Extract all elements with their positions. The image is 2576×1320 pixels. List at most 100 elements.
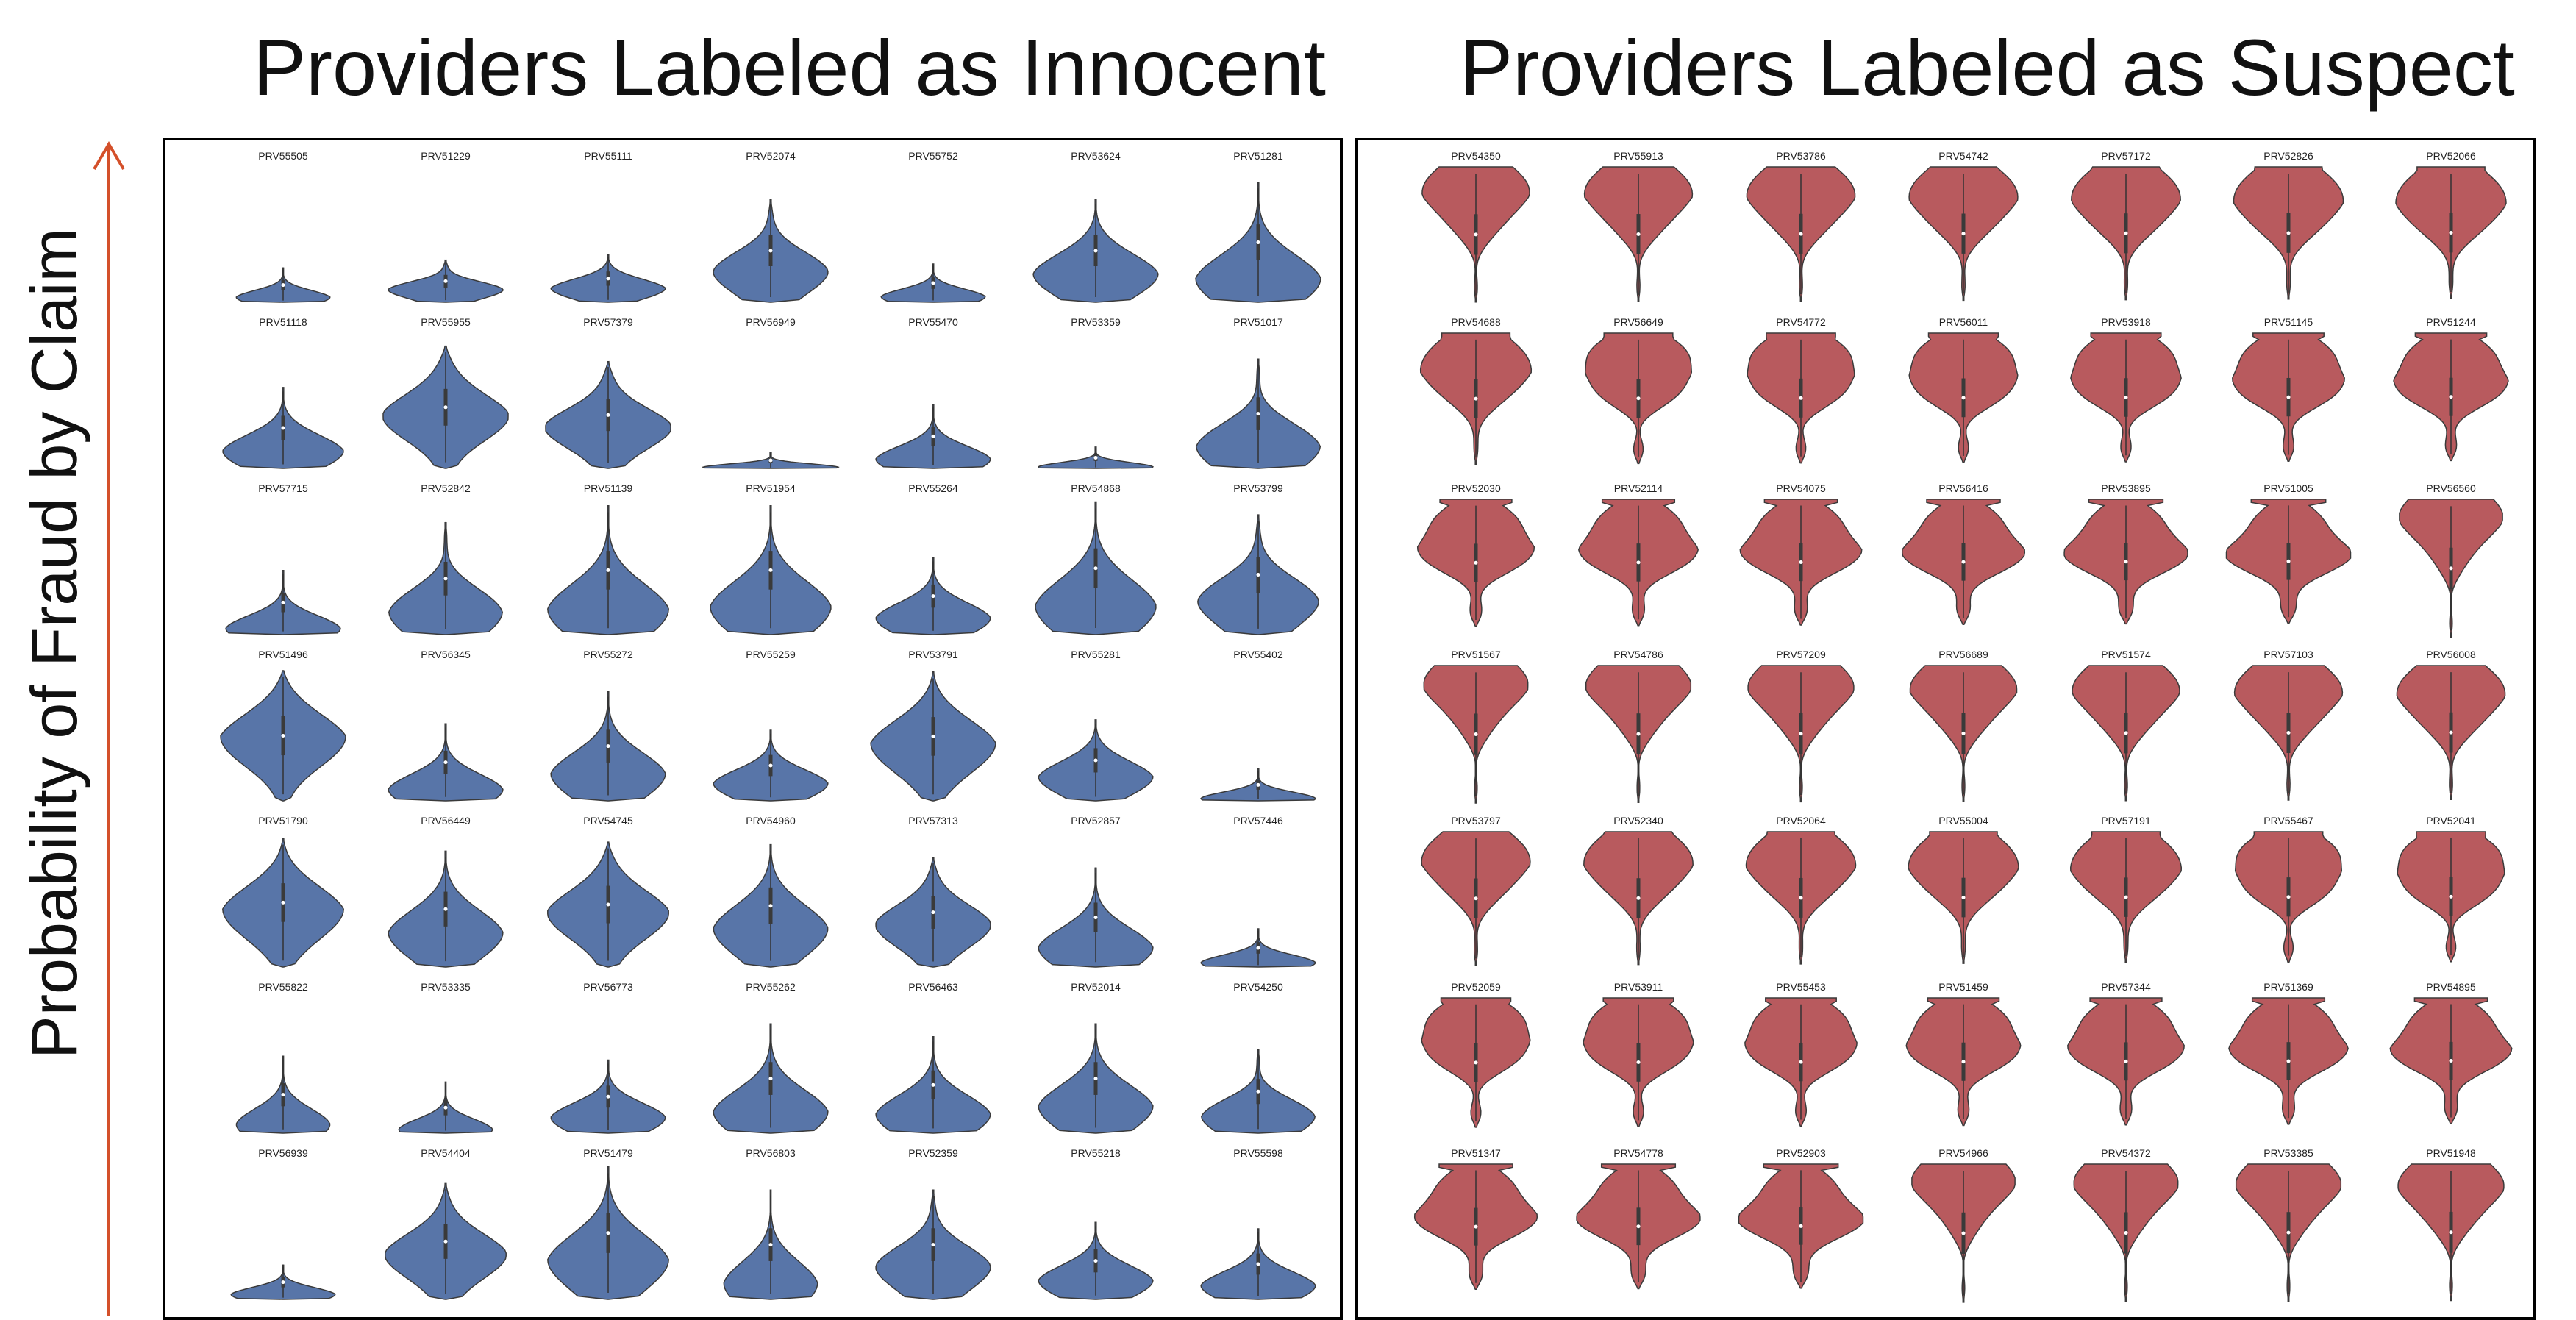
provider-label: PRV51954 xyxy=(746,482,796,494)
violin-median-dot xyxy=(931,734,935,738)
provider-label: PRV52857 xyxy=(1071,815,1121,827)
provider-label: PRV56689 xyxy=(1938,649,1988,660)
violin-median-dot xyxy=(1093,249,1098,253)
violin-median-dot xyxy=(2286,559,2291,563)
violin-median-dot xyxy=(2286,1230,2291,1235)
provider-label: PRV55822 xyxy=(258,981,308,993)
provider-label: PRV54786 xyxy=(1613,649,1663,660)
provider-label: PRV54742 xyxy=(1938,150,1988,162)
provider-label: PRV53797 xyxy=(1451,815,1501,827)
violin-median-dot xyxy=(1256,412,1260,416)
provider-label: PRV51790 xyxy=(258,815,308,827)
violin-median-dot xyxy=(281,426,285,430)
provider-label: PRV57209 xyxy=(1776,649,1826,660)
provider-label: PRV57191 xyxy=(2101,815,2151,827)
provider-label: PRV55470 xyxy=(908,316,958,328)
provider-label: PRV51118 xyxy=(259,316,307,328)
violin-median-dot xyxy=(1799,732,1803,736)
violin-median-dot xyxy=(1799,560,1803,565)
violin-median-dot xyxy=(1636,732,1641,736)
provider-label: PRV51347 xyxy=(1451,1147,1501,1159)
violin-median-dot xyxy=(1961,1060,1966,1064)
provider-label: PRV53385 xyxy=(2263,1147,2313,1159)
violin-median-dot xyxy=(1256,573,1260,577)
violin-median-dot xyxy=(281,900,285,905)
provider-label: PRV53895 xyxy=(2101,482,2151,494)
violin-median-dot xyxy=(931,1082,935,1087)
violin-median-dot xyxy=(1636,896,1641,900)
innocent-violins: PRV55505 PRV51229 PRV55111 PRV52074 PRV55752… xyxy=(220,150,1321,1300)
violin-median-dot xyxy=(1256,782,1260,787)
violin-median-dot xyxy=(443,1239,448,1244)
violin-median-dot xyxy=(281,734,285,738)
violin-median-dot xyxy=(443,577,448,581)
provider-label: PRV57379 xyxy=(583,316,633,328)
violin-median-dot xyxy=(1474,896,1478,901)
provider-label: PRV56949 xyxy=(746,316,796,328)
provider-label: PRV55262 xyxy=(746,981,796,993)
provider-label: PRV56449 xyxy=(421,815,471,827)
violin-median-dot xyxy=(931,434,935,438)
provider-label: PRV51229 xyxy=(421,150,471,162)
provider-label: PRV54350 xyxy=(1451,150,1501,162)
violin-median-dot xyxy=(606,744,610,749)
violin-median-dot xyxy=(606,413,610,417)
violin-median-dot xyxy=(2124,560,2128,564)
provider-label: PRV52014 xyxy=(1071,981,1121,993)
provider-label: PRV56649 xyxy=(1613,316,1663,328)
violin-median-dot xyxy=(443,405,448,410)
violin-median-dot xyxy=(1093,566,1098,571)
violin-median-dot xyxy=(281,600,285,604)
provider-label: PRV56463 xyxy=(908,981,958,993)
provider-label: PRV51496 xyxy=(258,649,308,660)
provider-label: PRV53786 xyxy=(1776,150,1826,162)
provider-label: PRV54778 xyxy=(1613,1147,1663,1159)
provider-label: PRV51145 xyxy=(2264,316,2313,328)
provider-label: PRV57715 xyxy=(258,482,308,494)
violin-median-dot xyxy=(1256,1089,1260,1094)
violin-median-dot xyxy=(1636,560,1641,565)
violin-median-dot xyxy=(2286,895,2291,899)
violin-median-dot xyxy=(1799,396,1803,400)
provider-label: PRV53624 xyxy=(1071,150,1121,162)
provider-label: PRV55111 xyxy=(584,150,632,162)
violin-median-dot xyxy=(1961,560,1966,564)
provider-label: PRV51459 xyxy=(1938,981,1988,993)
violin-median-dot xyxy=(1961,396,1966,400)
violin-median-dot xyxy=(931,1243,935,1247)
suspect-panel: PRV54350 PRV55913 PRV53786 PRV54742 PRV57172… xyxy=(1355,138,2536,1320)
provider-label: PRV55453 xyxy=(1776,981,1826,993)
violin-median-dot xyxy=(443,1105,448,1110)
provider-label: PRV57446 xyxy=(1233,815,1283,827)
violin-median-dot xyxy=(2449,730,2453,735)
provider-label: PRV56773 xyxy=(583,981,633,993)
violin-median-dot xyxy=(1636,396,1641,401)
provider-label: PRV52826 xyxy=(2263,150,2313,162)
violin-median-dot xyxy=(1474,396,1478,401)
provider-label: PRV55004 xyxy=(1938,815,1988,827)
violin-median-dot xyxy=(281,283,285,288)
provider-label: PRV51281 xyxy=(1233,150,1283,162)
violin-median-dot xyxy=(606,277,610,281)
violin-median-dot xyxy=(606,1231,610,1235)
violin-median-dot xyxy=(2449,1059,2453,1063)
violin-median-dot xyxy=(1799,896,1803,900)
provider-label: PRV52030 xyxy=(1451,482,1501,494)
violin-median-dot xyxy=(2286,1059,2291,1063)
provider-label: PRV55505 xyxy=(258,150,308,162)
violin-median-dot xyxy=(931,910,935,915)
violin-median-dot xyxy=(281,1280,285,1285)
innocent-panel: PRV55505 PRV51229 PRV55111 PRV52074 PRV55752… xyxy=(163,138,1343,1320)
provider-label: PRV53791 xyxy=(908,649,958,660)
provider-label: PRV52842 xyxy=(421,482,471,494)
violin-median-dot xyxy=(2124,731,2128,735)
violin-median-dot xyxy=(2449,894,2453,899)
violin-median-dot xyxy=(2286,395,2291,399)
violin-median-dot xyxy=(768,568,773,572)
violin-median-dot xyxy=(1961,896,1966,900)
provider-label: PRV52074 xyxy=(746,150,796,162)
violin-median-dot xyxy=(768,1077,773,1081)
provider-label: PRV55402 xyxy=(1233,649,1283,660)
provider-label: PRV53335 xyxy=(421,981,471,993)
violin-median-dot xyxy=(443,907,448,911)
